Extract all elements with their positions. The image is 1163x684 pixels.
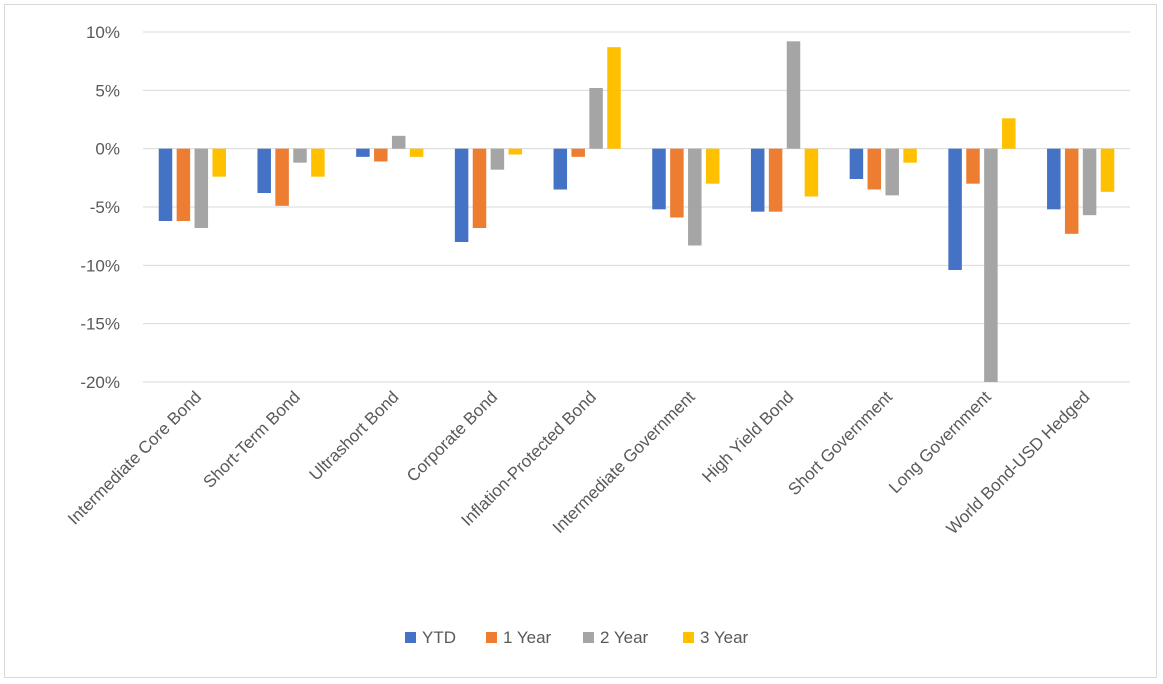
bar [948, 148, 962, 270]
y-tick-label: -20% [80, 373, 120, 392]
bar [293, 148, 307, 163]
y-tick-label: 5% [95, 81, 120, 100]
y-tick-label: -5% [90, 198, 120, 217]
bar [966, 148, 980, 184]
bar [688, 148, 702, 246]
bar [1082, 148, 1097, 216]
y-tick-label: -15% [80, 315, 120, 334]
bar [903, 148, 917, 163]
bar [508, 148, 523, 155]
x-category-label: Intermediate Core Bond [64, 387, 205, 528]
legend-swatch [486, 632, 497, 643]
legend-swatch [683, 632, 694, 643]
x-category-label: Ultrashort Bond [306, 387, 403, 484]
bar [849, 148, 864, 179]
bar [867, 148, 882, 190]
bar [705, 148, 720, 184]
x-category-label: Long Government [885, 387, 995, 497]
bar [176, 148, 191, 221]
y-tick-label: 0% [95, 140, 120, 159]
bar [311, 148, 325, 177]
bar [607, 47, 621, 149]
bar [786, 41, 801, 149]
bar [589, 88, 603, 149]
bar [885, 148, 899, 196]
bar [768, 148, 783, 212]
bar [984, 148, 998, 382]
x-category-label: High Yield Bond [698, 387, 797, 486]
bar [1047, 148, 1061, 210]
bar [571, 148, 585, 157]
bar [374, 148, 388, 162]
y-tick-label: -10% [80, 256, 120, 275]
bar [652, 148, 666, 210]
bar [356, 148, 370, 157]
legend-label: 1 Year [503, 628, 552, 647]
x-category-label: Corporate Bond [403, 387, 501, 485]
chart-frame [4, 4, 1157, 678]
bars [158, 41, 1115, 382]
bar [804, 148, 819, 197]
bar [391, 135, 406, 149]
bar [194, 148, 209, 228]
bar [750, 148, 765, 212]
bar [1002, 118, 1016, 149]
legend: YTD 1 Year 2 Year 3 Year [405, 628, 749, 647]
bar [553, 148, 568, 190]
bar [472, 148, 487, 228]
x-category-label: Short-Term Bond [200, 387, 304, 491]
y-tick-label: 10% [86, 23, 120, 42]
legend-swatch [583, 632, 594, 643]
bar [670, 148, 684, 218]
bar [1064, 148, 1079, 234]
legend-label: 2 Year [600, 628, 649, 647]
bar [490, 148, 505, 170]
x-category-label: Short Government [784, 387, 896, 499]
bar [454, 148, 469, 242]
legend-label: 3 Year [700, 628, 749, 647]
bar [257, 148, 271, 193]
gridlines [143, 31, 1130, 383]
bar [1100, 148, 1115, 192]
bar [275, 148, 289, 206]
bar [212, 148, 226, 177]
bar [409, 148, 424, 157]
legend-swatch [405, 632, 416, 643]
legend-label: YTD [422, 628, 456, 647]
y-axis: 10% 5% 0% -5% -10% -15% -20% [80, 23, 120, 392]
bar [158, 148, 173, 221]
